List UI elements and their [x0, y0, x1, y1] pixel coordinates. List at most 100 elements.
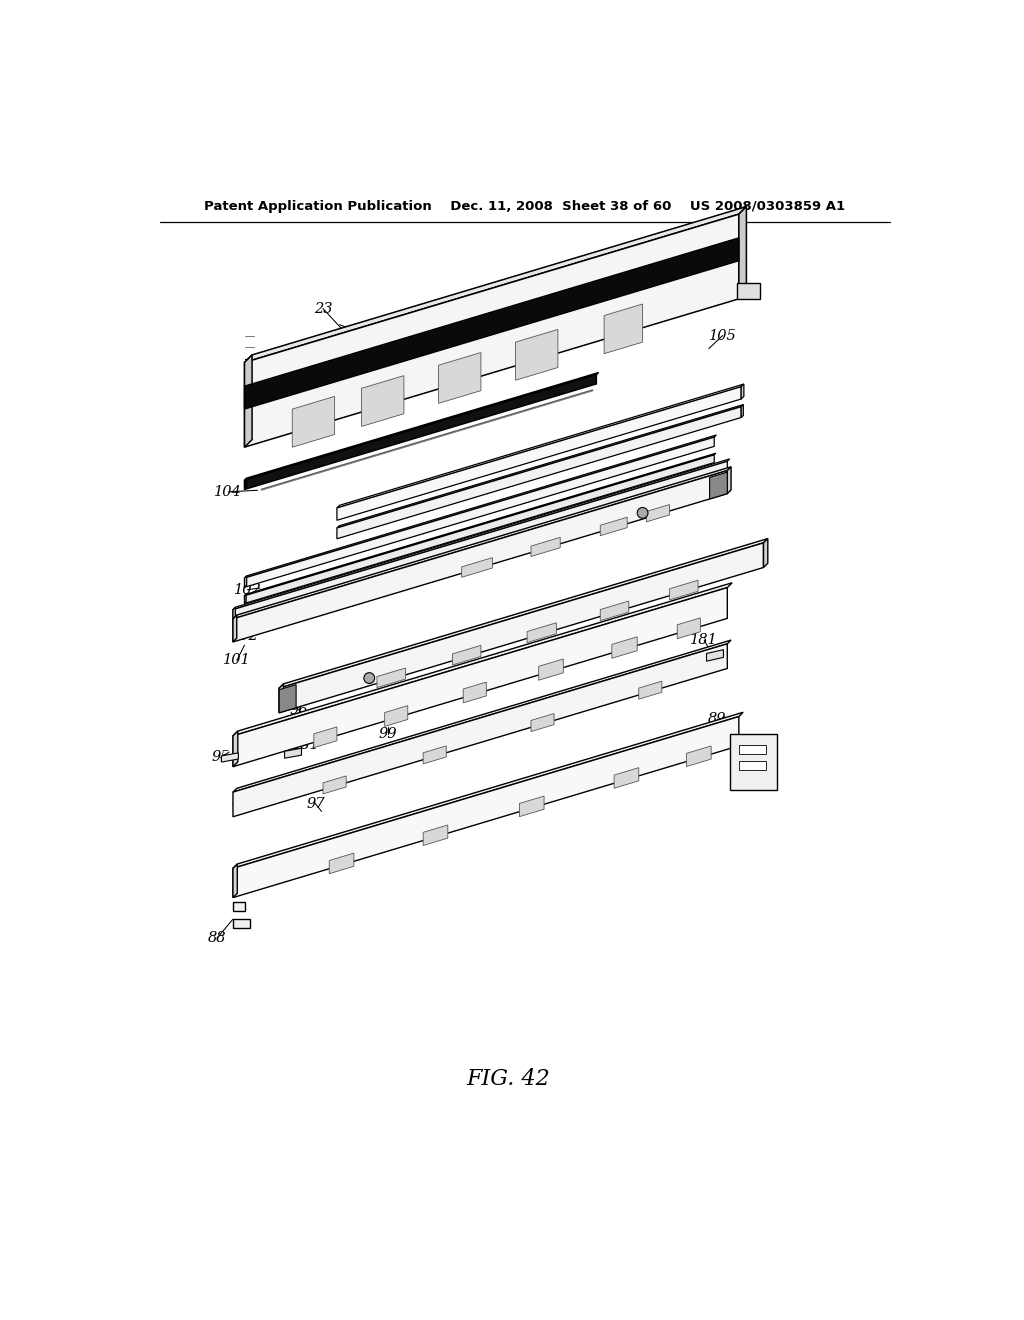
Polygon shape	[337, 384, 743, 508]
Polygon shape	[600, 601, 629, 620]
Polygon shape	[233, 587, 727, 767]
Polygon shape	[737, 284, 761, 298]
Polygon shape	[245, 375, 596, 490]
Polygon shape	[764, 539, 768, 568]
Polygon shape	[531, 714, 554, 731]
Polygon shape	[337, 387, 741, 520]
Text: 102: 102	[233, 582, 261, 597]
Polygon shape	[686, 746, 711, 767]
Polygon shape	[245, 372, 599, 480]
Text: 97: 97	[306, 797, 325, 810]
Polygon shape	[337, 404, 743, 528]
Polygon shape	[233, 607, 236, 620]
Polygon shape	[245, 455, 714, 603]
Polygon shape	[233, 459, 730, 610]
Text: 89: 89	[708, 711, 727, 726]
Polygon shape	[463, 682, 486, 702]
Polygon shape	[337, 407, 741, 539]
Polygon shape	[280, 539, 768, 688]
Polygon shape	[670, 581, 698, 599]
Polygon shape	[233, 919, 250, 928]
Polygon shape	[233, 461, 727, 620]
Text: Patent Application Publication    Dec. 11, 2008  Sheet 38 of 60    US 2008/03038: Patent Application Publication Dec. 11, …	[204, 201, 846, 214]
Text: 104: 104	[214, 484, 243, 499]
Polygon shape	[245, 478, 247, 490]
Polygon shape	[245, 355, 252, 447]
Polygon shape	[453, 645, 481, 665]
Text: 102: 102	[230, 628, 258, 643]
Polygon shape	[245, 207, 746, 363]
Polygon shape	[233, 713, 743, 869]
Polygon shape	[361, 376, 403, 426]
Polygon shape	[727, 467, 731, 494]
Polygon shape	[710, 473, 727, 499]
Polygon shape	[280, 543, 764, 713]
Circle shape	[364, 673, 375, 684]
Polygon shape	[245, 214, 739, 447]
Polygon shape	[539, 659, 563, 680]
Text: 99: 99	[651, 665, 670, 680]
Polygon shape	[646, 504, 670, 521]
Polygon shape	[280, 684, 284, 713]
Circle shape	[637, 507, 648, 519]
Polygon shape	[323, 776, 346, 793]
Text: 23: 23	[313, 301, 333, 315]
Polygon shape	[233, 467, 731, 619]
Polygon shape	[330, 853, 354, 874]
Polygon shape	[233, 731, 238, 767]
Polygon shape	[527, 623, 556, 643]
Polygon shape	[233, 903, 245, 911]
Polygon shape	[531, 537, 560, 557]
Text: 181: 181	[292, 738, 319, 752]
Polygon shape	[245, 576, 247, 587]
Polygon shape	[438, 352, 481, 404]
Text: 105: 105	[709, 329, 736, 342]
Text: 106: 106	[708, 276, 736, 290]
Text: 93: 93	[231, 793, 250, 808]
Text: 103: 103	[242, 610, 269, 624]
Polygon shape	[233, 640, 731, 792]
Text: FIG. 42: FIG. 42	[466, 1068, 550, 1089]
Polygon shape	[221, 752, 239, 762]
Polygon shape	[741, 404, 743, 417]
Polygon shape	[600, 517, 628, 536]
Polygon shape	[245, 594, 246, 603]
Polygon shape	[245, 238, 739, 409]
Polygon shape	[730, 734, 777, 789]
Polygon shape	[741, 384, 743, 399]
Polygon shape	[245, 436, 717, 578]
Polygon shape	[285, 748, 301, 758]
Polygon shape	[233, 582, 732, 737]
Polygon shape	[233, 865, 238, 898]
Polygon shape	[519, 796, 544, 817]
Polygon shape	[245, 437, 714, 587]
Polygon shape	[462, 557, 493, 577]
Text: 101: 101	[223, 653, 251, 668]
Text: 107: 107	[547, 280, 574, 294]
Text: 96: 96	[289, 702, 307, 717]
Text: 181: 181	[690, 634, 718, 647]
Text: 88: 88	[208, 932, 226, 945]
Polygon shape	[677, 618, 700, 639]
Polygon shape	[423, 746, 446, 764]
Polygon shape	[739, 207, 746, 298]
Polygon shape	[313, 727, 337, 747]
Polygon shape	[233, 717, 739, 898]
Polygon shape	[739, 760, 766, 770]
Polygon shape	[739, 744, 766, 755]
Text: 99: 99	[379, 727, 397, 742]
Polygon shape	[292, 396, 335, 447]
Polygon shape	[614, 768, 639, 788]
Polygon shape	[707, 649, 724, 661]
Polygon shape	[604, 304, 643, 354]
Polygon shape	[280, 685, 296, 713]
Polygon shape	[233, 644, 727, 817]
Polygon shape	[377, 668, 406, 688]
Polygon shape	[233, 615, 237, 642]
Polygon shape	[245, 453, 716, 595]
Polygon shape	[639, 681, 662, 700]
Polygon shape	[611, 636, 637, 659]
Polygon shape	[423, 825, 447, 846]
Polygon shape	[385, 706, 408, 726]
Text: 95: 95	[211, 751, 230, 764]
